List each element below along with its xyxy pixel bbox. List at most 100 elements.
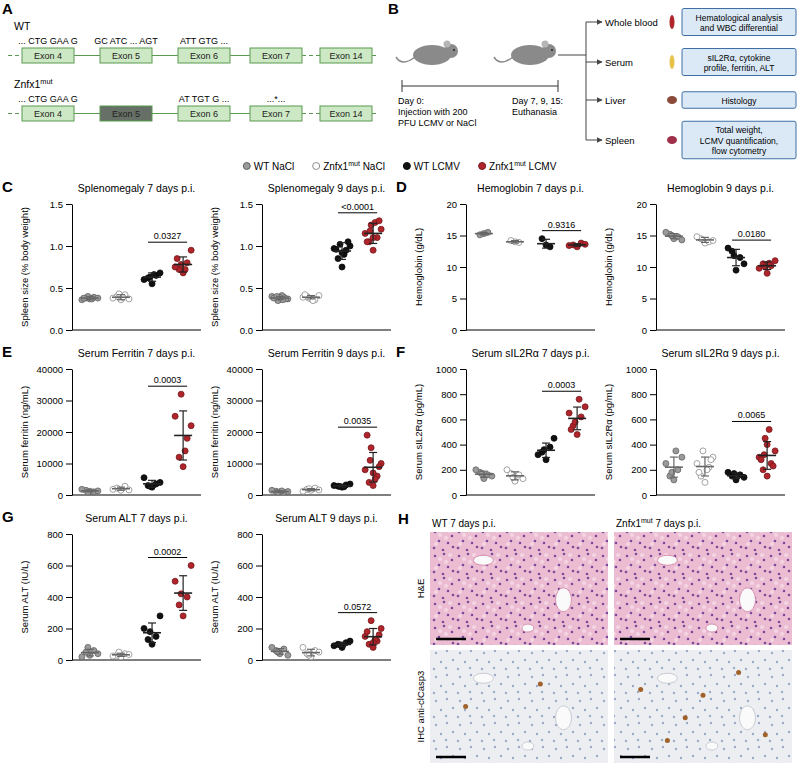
mean-line (302, 489, 320, 491)
tick-label: 0 (642, 490, 647, 501)
y-tick: 0 (58, 490, 72, 501)
mean-line (271, 651, 289, 653)
exon-label: Exon 14 (329, 109, 362, 119)
panel-letter: F (396, 343, 405, 360)
data-point (367, 457, 373, 463)
comparison-bracket (732, 421, 771, 422)
stained-cell (736, 670, 741, 675)
y-tick: 0 (248, 655, 262, 666)
data-point (547, 444, 553, 450)
text-part: Znfx1 (489, 161, 514, 172)
data-point (368, 618, 374, 624)
legend-label: WT LCMV (414, 161, 460, 172)
error-cap (369, 481, 377, 482)
text-part: Znfx1 (616, 518, 641, 529)
tick-label: 5 (642, 293, 647, 304)
error-cap (86, 655, 94, 656)
tick-mark (66, 401, 72, 402)
y-axis: 02004006008001000 (626, 364, 657, 501)
organ-icon (667, 136, 677, 144)
mean-line (81, 652, 99, 654)
mean-line (143, 276, 161, 278)
tick-label: 40000 (227, 364, 253, 375)
error-cap (179, 459, 187, 460)
marks (79, 563, 194, 660)
stained-cell (463, 704, 468, 709)
tick-mark (650, 299, 656, 300)
error-cap (542, 239, 550, 240)
tick-label: 0 (248, 655, 253, 666)
sample-label: Spleen (605, 135, 635, 146)
data-point (539, 236, 545, 242)
exon-label: Exon 4 (34, 109, 62, 119)
tick-mark (66, 204, 72, 205)
error-cap (117, 487, 125, 488)
data-point (364, 629, 370, 635)
tick-mark (256, 204, 262, 205)
branch (586, 22, 587, 140)
error-cap (701, 237, 709, 238)
stained-cell (665, 738, 670, 743)
exon (100, 48, 152, 63)
tick-label: 5 (452, 293, 457, 304)
tick-label: 400 (47, 592, 63, 603)
error-cap (701, 456, 709, 457)
error-cap (179, 610, 187, 611)
y-tick: 40000 (227, 364, 262, 375)
tick-label: 10000 (37, 458, 63, 469)
timeline-label: Euthanasia (512, 107, 557, 117)
data-point (694, 234, 700, 240)
panel-letter: E (2, 343, 12, 360)
data-point (110, 653, 116, 659)
data-point (679, 237, 685, 243)
error-cap (763, 469, 771, 470)
comparison-bracket (338, 427, 377, 428)
mean-line (364, 233, 382, 235)
p-value: 0.0327 (154, 231, 182, 241)
data-point (364, 432, 370, 438)
chart-title: Serum Ferritin 7 days p.i. (78, 347, 195, 359)
mean-line (568, 244, 586, 246)
tick-mark (460, 236, 466, 237)
y-axis-title: Hemoglobin (g/dL) (603, 228, 614, 306)
sample-label: Whole blood (605, 17, 658, 28)
data-point (347, 638, 353, 644)
error-cap (117, 294, 125, 295)
tick-label: 0.5 (50, 283, 63, 294)
data-point (741, 261, 747, 267)
mean-line (506, 241, 524, 243)
tick-label: 800 (631, 389, 647, 400)
tick-mark (460, 204, 466, 205)
error-cap (148, 487, 156, 488)
analysis-text: and WBC differential (700, 23, 778, 33)
error-cap (148, 281, 156, 282)
y-tick: 10000 (37, 458, 72, 469)
vessel (522, 742, 534, 750)
y-axis-title: Serum sIL2Rα (pg/mL) (413, 384, 424, 480)
tick-label: 400 (631, 439, 647, 450)
tick-mark (650, 419, 656, 420)
y-axis-title: Spleen size (% body weight) (209, 207, 220, 327)
tick-label: 10 (446, 262, 457, 273)
tick-mark (66, 495, 72, 496)
tick-label: 0.5 (240, 283, 253, 294)
error-cap (480, 477, 488, 478)
stained-cell (763, 732, 768, 737)
data-point (157, 270, 163, 276)
mean-line (174, 264, 192, 266)
data-point (145, 637, 151, 643)
analysis-text: profile, ferritin, ALT (704, 63, 775, 73)
axis-line (656, 370, 657, 496)
column-title: WT 7 days p.i. (432, 518, 496, 529)
tick-label: 1.0 (240, 241, 253, 252)
exon (320, 48, 372, 63)
marks (663, 229, 778, 276)
legend-marker (313, 163, 320, 170)
error-cap (670, 233, 678, 234)
mean-line (302, 652, 320, 654)
tick-mark (650, 204, 656, 205)
tick-mark (650, 495, 656, 496)
tick-mark (650, 445, 656, 446)
mean-line (696, 466, 714, 468)
y-tick: 800 (631, 389, 656, 400)
